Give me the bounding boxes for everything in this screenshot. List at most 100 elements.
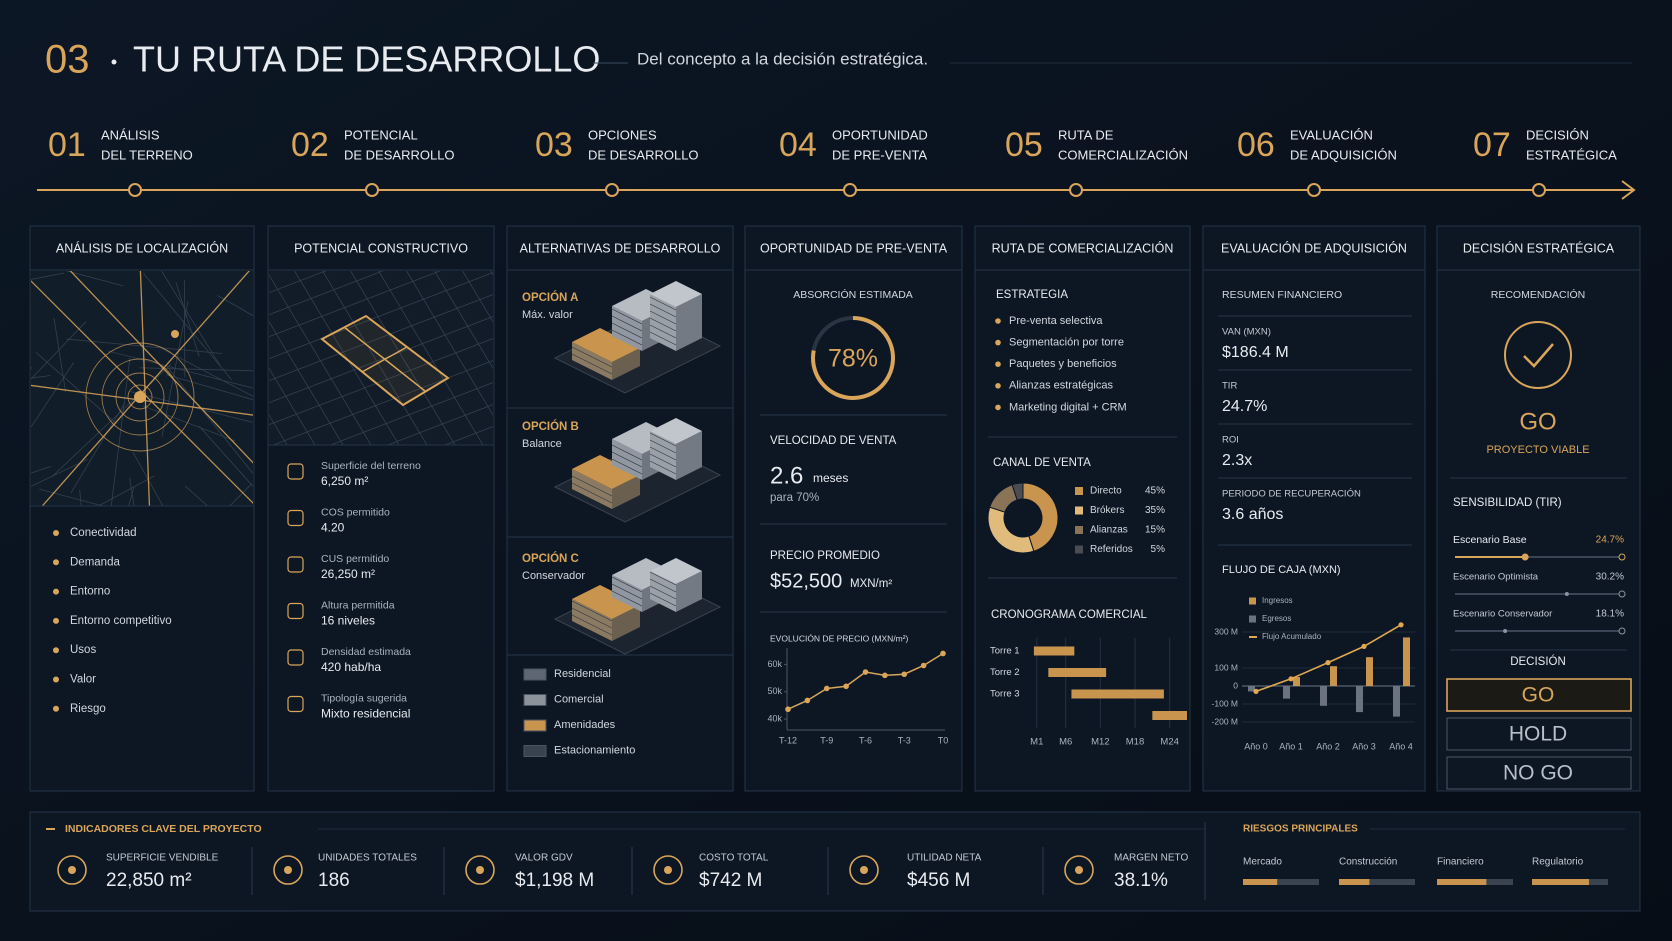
bullet: [995, 318, 1001, 324]
legend-value: 5%: [1151, 544, 1166, 555]
bullet: [53, 676, 59, 683]
kpi-icon-dot: [284, 866, 292, 874]
step-label: POTENCIAL: [344, 127, 418, 142]
building-face: [572, 469, 612, 509]
kpi-icon-dot: [68, 866, 76, 874]
step-number: 07: [1473, 126, 1511, 164]
step-label: ESTRATÉGICA: [1526, 147, 1617, 162]
y-tick-label: 100 M: [1214, 662, 1238, 672]
risk-bar: [1532, 879, 1589, 885]
map-street: [129, 477, 135, 506]
map-street: [31, 362, 75, 428]
kpi-icon: [57, 855, 87, 885]
decision-button[interactable]: [1446, 717, 1632, 751]
risk-title: RIESGOS PRINCIPALES: [1243, 824, 1358, 835]
metric-label: VELOCIDAD DE VENTA: [770, 435, 897, 447]
cashflow-point: [1253, 688, 1259, 695]
building-floor: [571, 482, 613, 504]
decision-option[interactable]: HOLD: [1509, 723, 1567, 746]
building-face: [572, 342, 612, 380]
map-street: [31, 465, 52, 474]
risk-bar: [1243, 879, 1278, 885]
legend-label: Comercial: [554, 693, 604, 705]
building-floor: [649, 303, 677, 318]
map-street: [53, 318, 66, 392]
step-number: 01: [48, 126, 86, 164]
donut-slice: [1011, 482, 1024, 501]
kpi-value: $456 M: [907, 870, 970, 891]
x-tick-label: Año 0: [1244, 741, 1268, 751]
map-road: [31, 280, 253, 504]
bullet: [53, 705, 59, 712]
x-tick-label: T-6: [859, 735, 872, 745]
page-title: TU RUTA DE DESARROLLO: [133, 39, 600, 80]
row-label: Torre 3: [990, 689, 1020, 700]
kpi-strip: [29, 811, 1641, 912]
list-item: Pre-venta selectiva: [1009, 315, 1103, 327]
step-label: RUTA DE: [1058, 127, 1114, 142]
price-point: [785, 706, 791, 713]
decision-option[interactable]: NO GO: [1503, 762, 1573, 785]
y-tick-label: 0: [1233, 680, 1238, 690]
item-value: 26,250 m²: [321, 567, 375, 581]
step-label: DE ADQUISICIÓN: [1290, 147, 1397, 162]
step-number: 05: [1005, 126, 1043, 164]
section-label: RECOMENDACIÓN: [1491, 288, 1586, 301]
price-point: [804, 697, 811, 704]
list-item: Marketing digital + CRM: [1009, 401, 1127, 413]
check-mark: [1523, 343, 1554, 368]
building-top: [572, 455, 640, 489]
building-floor: [571, 475, 613, 497]
map-street: [31, 458, 88, 487]
building-floor: [649, 296, 677, 311]
cashflow-point: [1361, 643, 1367, 650]
step-label: ANÁLISIS: [101, 127, 160, 142]
item-label: COS permitido: [321, 506, 390, 518]
legend-swatch: [1075, 487, 1083, 495]
decision-option[interactable]: GO: [1522, 684, 1555, 707]
building-floor: [611, 583, 643, 600]
x-tick-label: T-9: [820, 735, 833, 745]
dot: [111, 59, 117, 65]
item-value: 6,250 m²: [321, 474, 368, 488]
panel-title: DECISIÓN ESTRATÉGICA: [1463, 240, 1615, 255]
building-floor: [649, 585, 677, 600]
site-grid: [272, 360, 493, 445]
gantt-bar: [1048, 668, 1107, 677]
kpi-icon: [653, 855, 683, 885]
bullet: [53, 530, 59, 536]
building-render: [553, 418, 722, 523]
item-icon: [287, 556, 304, 573]
site-grid: [269, 271, 384, 316]
kpi-value: 22,850 m²: [106, 870, 192, 891]
metric-value: $186.4 M: [1222, 344, 1289, 361]
step-label: DE DESARROLLO: [588, 147, 699, 162]
panel: [744, 225, 963, 792]
timeline-node: [843, 183, 857, 197]
chart-title: FLUJO DE CAJA (MXN): [1222, 564, 1341, 576]
building-face: [676, 431, 702, 480]
building-render: [553, 281, 722, 394]
risk-bar: [1339, 879, 1370, 885]
legend-label: Flujo Acumulado: [1262, 632, 1322, 641]
list-item: Conectividad: [70, 527, 136, 539]
building-floor: [611, 315, 643, 332]
building-floor: [571, 614, 613, 636]
building-face: [650, 571, 676, 612]
item-value: 16 niveles: [321, 614, 375, 628]
price-point: [940, 650, 946, 657]
building-top: [650, 281, 702, 307]
site-image: [269, 271, 493, 445]
decision-button[interactable]: [1446, 678, 1632, 712]
building-face: [612, 605, 640, 641]
kpi-label: MARGEN NETO: [1114, 853, 1188, 864]
decision-button[interactable]: [1446, 756, 1632, 790]
scenario-name: Escenario Optimista: [1453, 572, 1539, 583]
map-ring: [115, 372, 165, 422]
building-floor: [571, 600, 613, 622]
building-floor: [649, 592, 677, 607]
kpi-icon-dot: [664, 866, 672, 874]
item-value: Mixto residencial: [321, 707, 410, 721]
legend-value: 45%: [1145, 486, 1165, 497]
map-street: [31, 321, 87, 380]
